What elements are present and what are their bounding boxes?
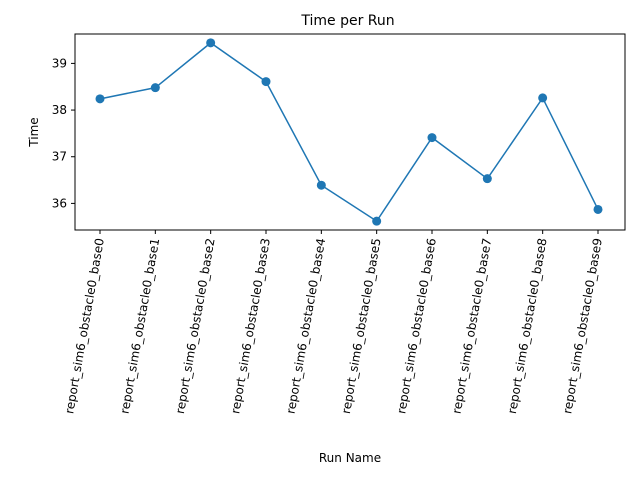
data-point <box>150 83 160 93</box>
x-tick-label: report_sim6_obstacle0_base5 <box>339 237 384 415</box>
x-tick-label: report_sim6_obstacle0_base0 <box>62 237 107 415</box>
y-tick-label: 38 <box>52 103 67 117</box>
data-point <box>316 180 326 190</box>
x-tick-label: report_sim6_obstacle0_base6 <box>394 237 439 415</box>
data-point <box>427 133 437 143</box>
y-axis-label: Time <box>27 117 41 147</box>
chart-title: Time per Run <box>300 13 394 29</box>
x-axis-label: Run Name <box>319 451 381 465</box>
x-tick-label: report_sim6_obstacle0_base4 <box>284 237 329 415</box>
data-points <box>95 38 603 226</box>
data-point <box>372 216 382 226</box>
data-point <box>593 204 603 214</box>
data-point <box>261 77 271 87</box>
y-tick-label: 37 <box>52 150 67 164</box>
series-line <box>99 41 599 223</box>
data-point <box>95 94 105 104</box>
x-tick-label: report_sim6_obstacle0_base9 <box>560 237 605 415</box>
x-tick-label: report_sim6_obstacle0_base8 <box>505 237 550 415</box>
data-point <box>482 174 492 184</box>
x-tick-label: report_sim6_obstacle0_base2 <box>173 237 218 415</box>
data-point <box>206 38 216 48</box>
x-axis: report_sim6_obstacle0_base0 report_sim6_o… <box>62 230 605 415</box>
data-point <box>538 93 548 103</box>
y-tick-label: 36 <box>52 196 67 210</box>
plot-area <box>74 33 626 231</box>
y-axis: 36 37 38 39 <box>52 56 75 210</box>
x-tick-label: report_sim6_obstacle0_base1 <box>118 237 163 415</box>
y-tick-label: 39 <box>52 56 67 70</box>
x-tick-label: report_sim6_obstacle0_base7 <box>450 237 495 415</box>
x-tick-label: report_sim6_obstacle0_base3 <box>228 237 273 415</box>
